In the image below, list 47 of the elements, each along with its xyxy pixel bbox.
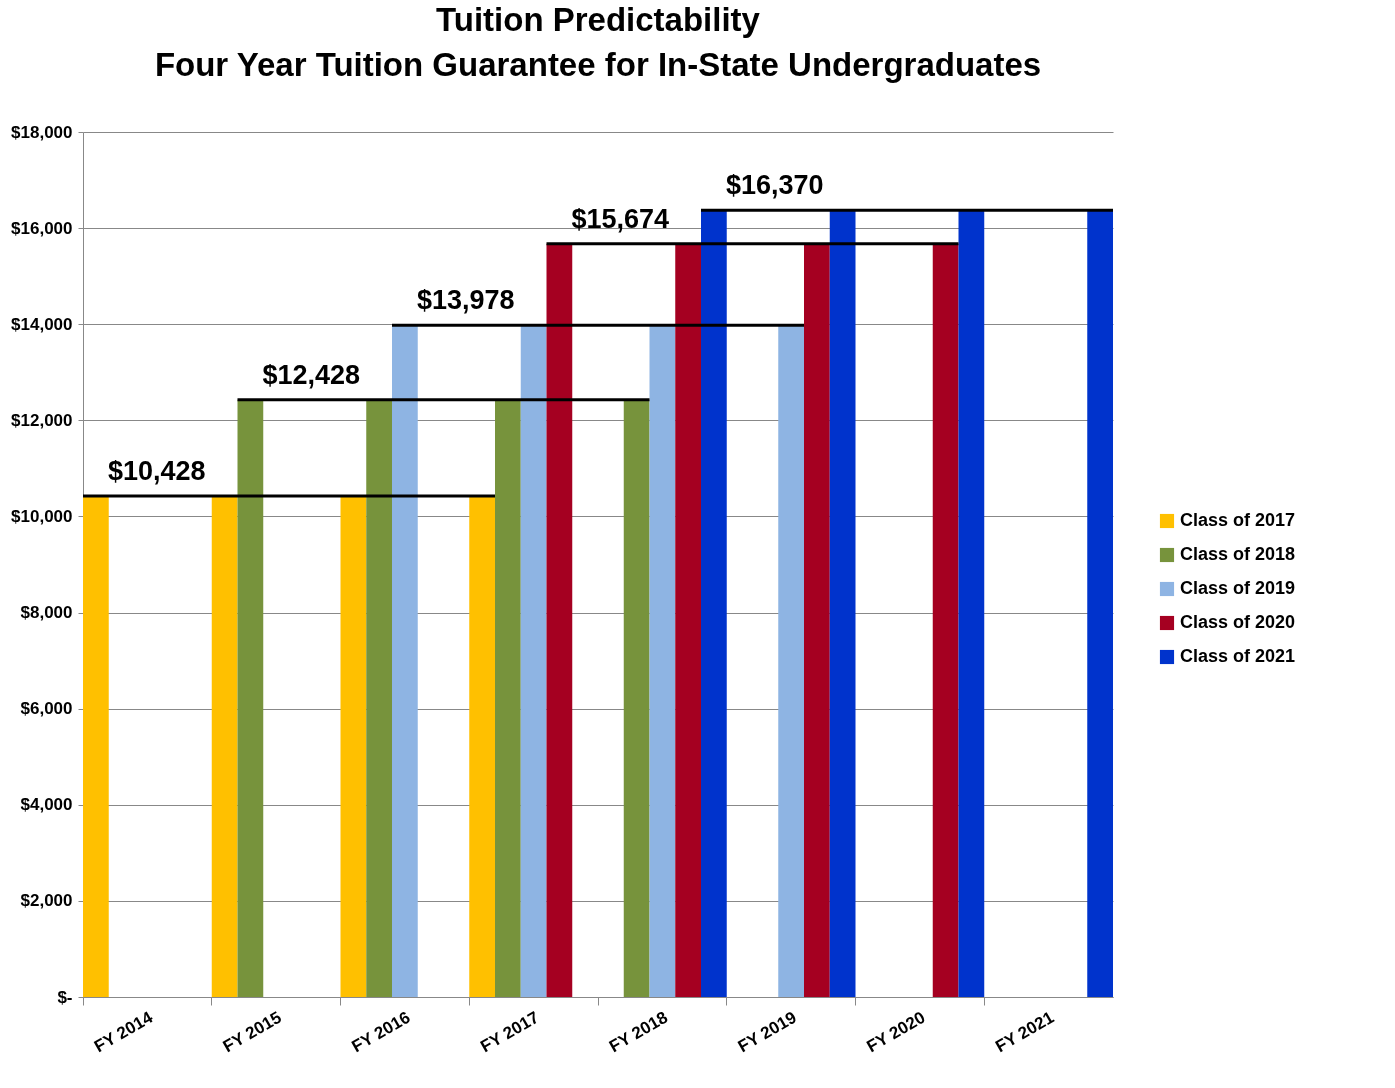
bar <box>829 210 856 997</box>
annotation: $15,674 <box>571 203 670 234</box>
bar <box>623 399 650 997</box>
bar <box>469 495 495 997</box>
bar <box>83 495 109 997</box>
annotation: $16,370 <box>726 170 824 201</box>
y-tick-label: $10,000 <box>11 506 73 526</box>
bar <box>546 243 573 997</box>
legend-label: Class of 2017 <box>1180 510 1296 530</box>
legend-label: Class of 2019 <box>1180 578 1296 598</box>
y-tick-label: $14,000 <box>11 314 73 334</box>
y-tick-label: $4,000 <box>20 795 73 815</box>
chart-subtitle: Four Year Tuition Guarantee for In-State Undergraduates <box>154 46 1042 83</box>
bar <box>211 495 238 997</box>
y-tick-label: $16,000 <box>11 218 73 238</box>
y-tick-label: $6,000 <box>20 699 73 719</box>
y-tick-label: $12,000 <box>11 410 73 430</box>
chart-title: Tuition Predictability <box>436 1 761 38</box>
bar <box>932 243 959 997</box>
bar <box>804 243 830 997</box>
bar <box>1087 210 1113 997</box>
x-tick-label: FY 2018 <box>605 1007 671 1057</box>
bar <box>520 325 547 997</box>
x-tick-label: FY 2016 <box>348 1007 414 1057</box>
legend-label: Class of 2018 <box>1180 544 1296 564</box>
y-tick-label: $18,000 <box>11 122 73 142</box>
bar <box>675 243 701 997</box>
bar <box>366 399 392 997</box>
x-tick-label: FY 2020 <box>863 1007 929 1057</box>
x-tick-label: FY 2019 <box>734 1007 800 1057</box>
bar <box>495 399 521 997</box>
annotation: $13,978 <box>417 285 515 316</box>
bar <box>701 210 727 997</box>
bar <box>778 325 804 997</box>
annotation: $10,428 <box>108 455 206 486</box>
legend-label: Class of 2021 <box>1180 646 1296 666</box>
annotation: $12,428 <box>262 359 361 390</box>
legend-label: Class of 2020 <box>1180 612 1296 632</box>
x-tick-label: FY 2021 <box>992 1007 1058 1057</box>
y-tick-label: $- <box>57 987 73 1007</box>
bar <box>958 210 985 997</box>
bar <box>340 495 367 997</box>
bar <box>649 325 676 997</box>
bar <box>237 399 264 997</box>
y-tick-label: $2,000 <box>20 891 73 911</box>
bar <box>392 325 418 997</box>
y-tick-label: $8,000 <box>20 603 73 623</box>
